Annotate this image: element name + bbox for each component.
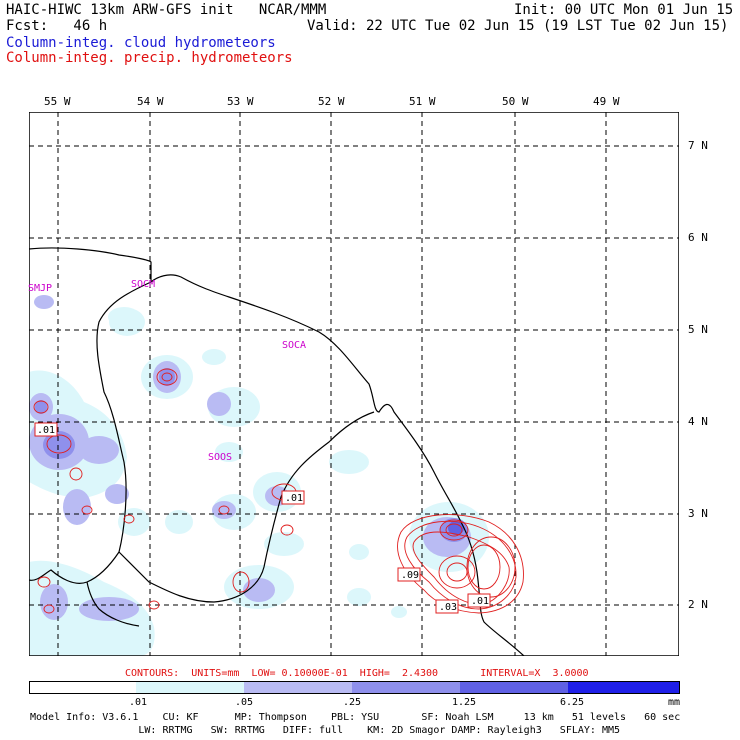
colorbar <box>29 681 680 694</box>
lon-label: 52 W <box>318 95 345 108</box>
colorbar-label: .05 <box>235 697 254 708</box>
contour-label: .01 <box>37 425 56 436</box>
contour-label: .01 <box>285 493 304 504</box>
model-title: HAIC-HIWC 13km ARW-GFS init NCAR/MMM <box>6 2 327 18</box>
contour-label: .01 <box>471 596 490 607</box>
station-label: SOOS <box>208 452 233 463</box>
station-label: SOCM <box>131 279 156 290</box>
map-panel <box>29 112 679 656</box>
cloud-fill-medium <box>29 295 471 621</box>
lat-label: 6 N <box>688 231 708 244</box>
colorbar-units: mm <box>668 697 681 708</box>
contour-info: CONTOURS: UNITS=mm LOW= 0.10000E-01 HIGH… <box>125 668 589 679</box>
valid-time: Valid: 22 UTC Tue 02 Jun 15 (19 LST Tue … <box>307 18 729 34</box>
lat-label: 5 N <box>688 323 708 336</box>
model-info-line1: Model Info: V3.6.1 CU: KF MP: Thompson P… <box>30 712 681 723</box>
station-label: SMJP <box>28 283 53 294</box>
field-precip-label: Column-integ. precip. hydrometeors <box>6 50 293 66</box>
lat-label: 2 N <box>688 598 708 611</box>
lon-label: 54 W <box>137 95 164 108</box>
lat-label: 7 N <box>688 139 708 152</box>
colorbar-label: 6.25 <box>560 697 585 708</box>
lon-label: 50 W <box>502 95 529 108</box>
coastline-borders <box>29 247 525 656</box>
colorbar-label: .25 <box>343 697 362 708</box>
contour-label: .03 <box>439 602 458 613</box>
station-label: SOCA <box>282 340 307 351</box>
field-cloud-label: Column-integ. cloud hydrometeors <box>6 35 276 51</box>
lon-label: 53 W <box>227 95 254 108</box>
contour-label-boxes <box>34 422 491 614</box>
colorbar-label: 1.25 <box>452 697 477 708</box>
colorbar-label: .01 <box>129 697 148 708</box>
init-time: Init: 00 UTC Mon 01 Jun 15 <box>514 2 734 18</box>
forecast-hour: Fcst: 46 h <box>6 18 108 34</box>
model-info-line2: LW: RRTMG SW: RRTMG DIFF: full KM: 2D Sm… <box>30 725 621 736</box>
lat-label: 3 N <box>688 507 708 520</box>
contour-label: .09 <box>401 570 420 581</box>
lon-label: 55 W <box>44 95 71 108</box>
lon-label: 49 W <box>593 95 620 108</box>
lat-label: 4 N <box>688 415 708 428</box>
lon-label: 51 W <box>409 95 436 108</box>
